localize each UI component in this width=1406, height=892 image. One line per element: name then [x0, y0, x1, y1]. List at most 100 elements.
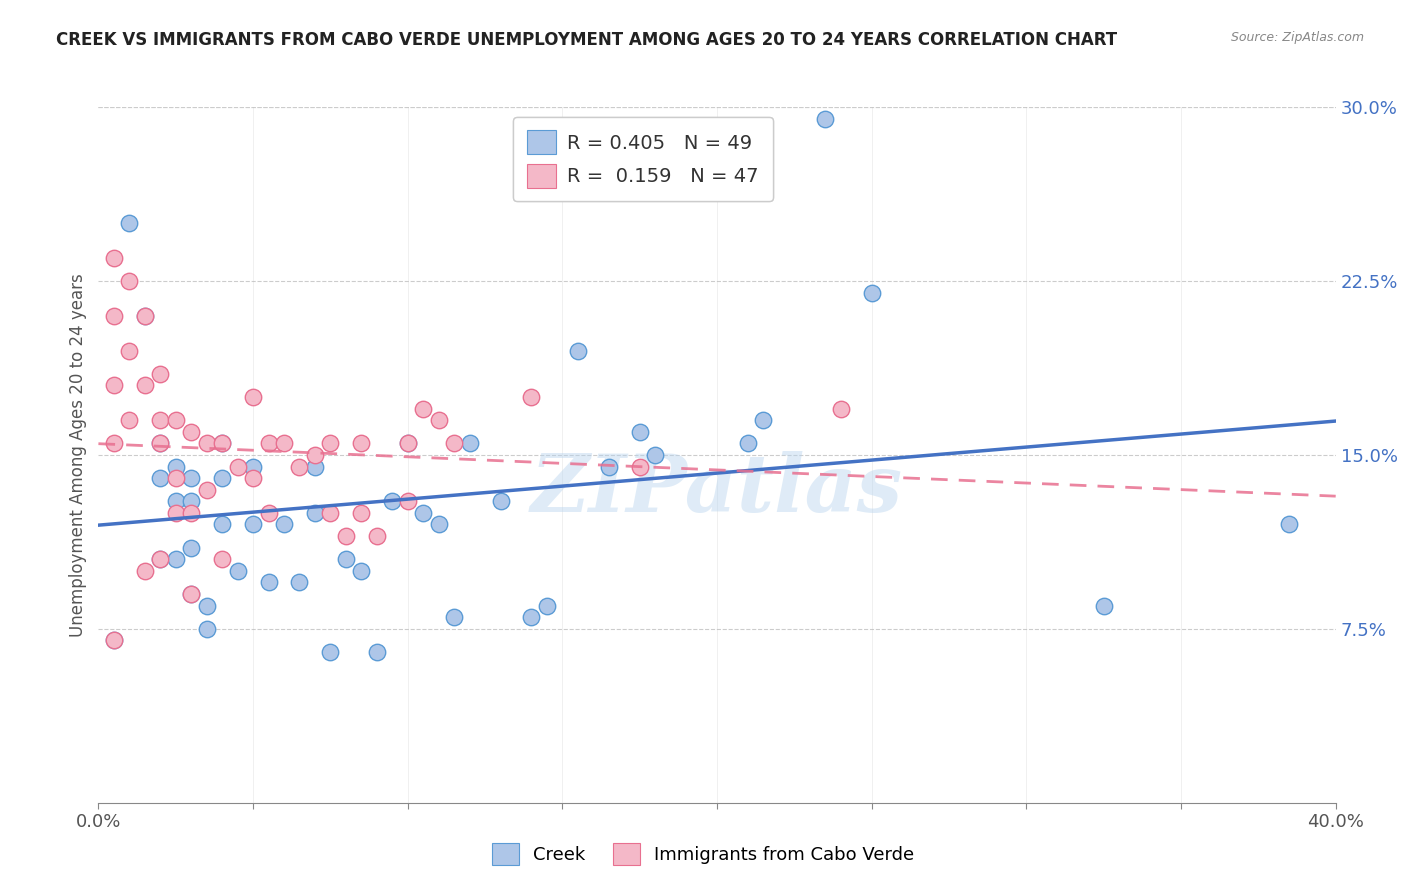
Point	[273, 436, 295, 450]
Point	[396, 436, 419, 450]
Point	[628, 425, 651, 439]
Point	[335, 529, 357, 543]
Point	[257, 436, 280, 450]
Text: CREEK VS IMMIGRANTS FROM CABO VERDE UNEMPLOYMENT AMONG AGES 20 TO 24 YEARS CORRE: CREEK VS IMMIGRANTS FROM CABO VERDE UNEM…	[56, 31, 1118, 49]
Point	[165, 506, 187, 520]
Point	[103, 251, 125, 265]
Point	[149, 471, 172, 485]
Point	[319, 645, 342, 659]
Point	[180, 587, 202, 601]
Point	[211, 436, 233, 450]
Point	[211, 436, 233, 450]
Point	[273, 517, 295, 532]
Point	[134, 309, 156, 323]
Point	[644, 448, 666, 462]
Point	[319, 436, 342, 450]
Point	[118, 274, 141, 288]
Point	[752, 413, 775, 427]
Point	[830, 401, 852, 416]
Point	[628, 459, 651, 474]
Point	[350, 436, 373, 450]
Point	[319, 506, 342, 520]
Point	[180, 471, 202, 485]
Point	[737, 436, 759, 450]
Point	[536, 599, 558, 613]
Point	[134, 564, 156, 578]
Point	[520, 390, 543, 404]
Point	[288, 459, 311, 474]
Point	[489, 494, 512, 508]
Point	[1092, 599, 1115, 613]
Point	[103, 633, 125, 648]
Legend: R = 0.405   N = 49, R =  0.159   N = 47: R = 0.405 N = 49, R = 0.159 N = 47	[513, 117, 773, 202]
Point	[396, 436, 419, 450]
Point	[381, 494, 404, 508]
Point	[226, 459, 249, 474]
Point	[458, 436, 481, 450]
Point	[149, 436, 172, 450]
Point	[366, 645, 388, 659]
Point	[180, 541, 202, 555]
Point	[335, 552, 357, 566]
Point	[118, 413, 141, 427]
Point	[165, 413, 187, 427]
Point	[195, 622, 218, 636]
Point	[567, 343, 589, 358]
Point	[195, 436, 218, 450]
Point	[180, 506, 202, 520]
Point	[180, 587, 202, 601]
Point	[149, 436, 172, 450]
Point	[520, 610, 543, 624]
Point	[288, 575, 311, 590]
Point	[412, 506, 434, 520]
Point	[211, 517, 233, 532]
Legend: Creek, Immigrants from Cabo Verde: Creek, Immigrants from Cabo Verde	[482, 834, 924, 874]
Point	[304, 459, 326, 474]
Point	[242, 459, 264, 474]
Text: Source: ZipAtlas.com: Source: ZipAtlas.com	[1230, 31, 1364, 45]
Point	[165, 471, 187, 485]
Point	[103, 378, 125, 392]
Point	[103, 309, 125, 323]
Point	[165, 552, 187, 566]
Point	[149, 367, 172, 381]
Point	[366, 529, 388, 543]
Point	[226, 564, 249, 578]
Point	[103, 436, 125, 450]
Point	[211, 552, 233, 566]
Point	[412, 401, 434, 416]
Point	[1278, 517, 1301, 532]
Point	[180, 425, 202, 439]
Point	[195, 483, 218, 497]
Point	[242, 390, 264, 404]
Y-axis label: Unemployment Among Ages 20 to 24 years: Unemployment Among Ages 20 to 24 years	[69, 273, 87, 637]
Point	[257, 506, 280, 520]
Point	[118, 343, 141, 358]
Point	[304, 448, 326, 462]
Point	[350, 506, 373, 520]
Point	[149, 552, 172, 566]
Point	[195, 599, 218, 613]
Point	[304, 506, 326, 520]
Point	[443, 610, 465, 624]
Point	[149, 413, 172, 427]
Point	[134, 378, 156, 392]
Point	[180, 494, 202, 508]
Point	[598, 459, 620, 474]
Point	[165, 459, 187, 474]
Point	[396, 494, 419, 508]
Text: ZIPatlas: ZIPatlas	[531, 451, 903, 528]
Point	[211, 471, 233, 485]
Point	[350, 564, 373, 578]
Point	[149, 552, 172, 566]
Point	[165, 494, 187, 508]
Point	[118, 216, 141, 230]
Point	[257, 575, 280, 590]
Point	[443, 436, 465, 450]
Point	[103, 633, 125, 648]
Point	[242, 471, 264, 485]
Point	[427, 413, 450, 427]
Point	[860, 285, 883, 300]
Point	[242, 517, 264, 532]
Point	[134, 309, 156, 323]
